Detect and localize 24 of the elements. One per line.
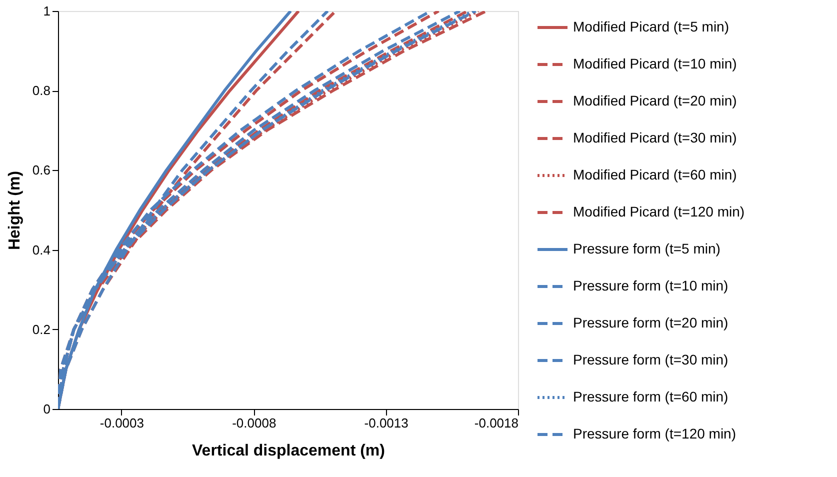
y-tick-label: 0.2 [32,322,50,337]
legend-label: Modified Picard (t=30 min) [573,130,737,146]
x-tick-label: -0.0008 [232,416,276,430]
legend-label: Modified Picard (t=5 min) [573,18,730,34]
legend-label: Pressure form (t=120 min) [573,426,736,442]
y-tick-label: 0 [43,402,50,416]
legend-label: Modified Picard (t=120 min) [573,204,745,220]
legend-label: Pressure form (t=5 min) [573,240,720,256]
x-tick-label: -0.0013 [364,416,408,430]
y-tick-label: 0.6 [32,162,50,178]
legend-label: Modified Picard (t=10 min) [573,56,737,72]
y-axis-title: Height (m) [6,170,24,250]
x-tick-label: -0.0018 [474,416,518,430]
x-axis-title: Vertical displacement (m) [192,442,385,460]
legend-label: Pressure form (t=60 min) [573,388,728,404]
legend-label: Pressure form (t=10 min) [573,278,728,294]
legend-label: Pressure form (t=20 min) [573,314,728,330]
legend-label: Pressure form (t=30 min) [573,352,728,368]
y-tick-label: 0.4 [32,242,50,258]
y-tick-label: 1 [43,4,50,18]
legend-label: Modified Picard (t=60 min) [573,166,737,182]
x-tick-label: -0.0003 [100,416,144,430]
legend-label: Modified Picard (t=20 min) [573,92,737,108]
y-tick-label: 0.8 [32,83,50,98]
